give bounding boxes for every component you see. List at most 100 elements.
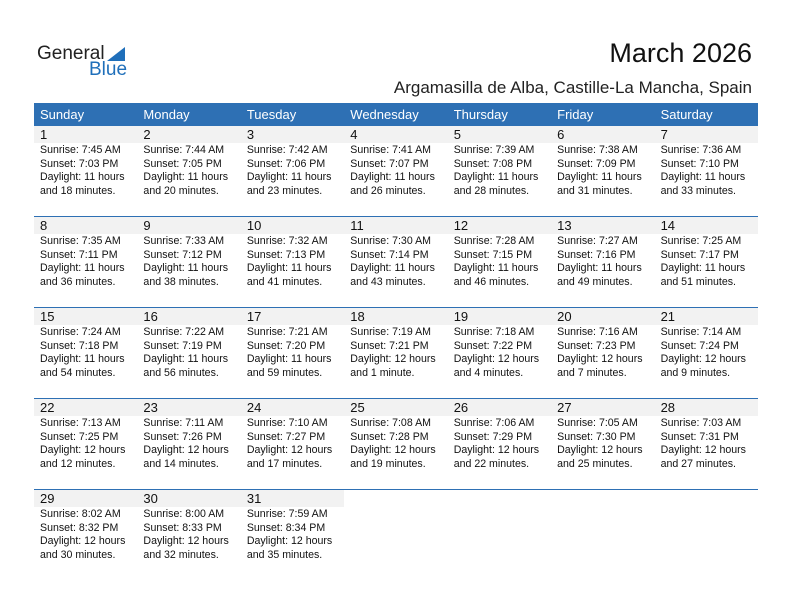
daylight2-text: and 59 minutes.	[246, 366, 323, 379]
day-number: 29	[34, 490, 138, 507]
weekday-saturday: Saturday	[660, 107, 713, 122]
daylight1-text: Daylight: 12 hours	[350, 353, 436, 365]
day-cell: 31 Sunrise: 7:59 AM Sunset: 8:34 PM Dayligh…	[240, 490, 345, 580]
day-cell: 1 Sunrise: 7:45 AM Sunset: 7:03 PM Daylight…	[34, 126, 138, 216]
empty-cell	[344, 490, 447, 580]
day-cell: 4 Sunrise: 7:41 AM Sunset: 7:07 PM Daylight…	[344, 126, 448, 216]
sunset-text: Sunset: 7:12 PM	[143, 248, 222, 261]
daylight2-text: and 27 minutes.	[660, 457, 736, 470]
sunrise-text: Sunrise: 7:19 AM	[350, 326, 431, 338]
sunrise-text: Sunrise: 7:59 AM	[246, 508, 328, 520]
day-number: 31	[240, 490, 345, 507]
day-cell: 9 Sunrise: 7:33 AM Sunset: 7:12 PM Daylight…	[137, 217, 241, 307]
day-number: 17	[240, 308, 345, 325]
day-number: 16	[137, 308, 241, 325]
day-cell: 13 Sunrise: 7:27 AM Sunset: 7:16 PM Dayligh…	[551, 217, 655, 307]
daylight2-text: and 32 minutes.	[143, 548, 219, 561]
daylight2-text: and 17 minutes.	[246, 457, 323, 470]
daylight2-text: and 26 minutes.	[350, 184, 426, 197]
sunset-text: Sunset: 8:34 PM	[246, 521, 326, 534]
weekday-header: Sunday Monday Tuesday Wednesday Thursday Frid…	[34, 103, 758, 126]
day-number: 23	[137, 399, 241, 416]
sunset-text: Sunset: 7:08 PM	[453, 157, 533, 170]
sunrise-text: Sunrise: 7:21 AM	[246, 326, 328, 338]
sunset-text: Sunset: 7:19 PM	[143, 339, 222, 352]
empty-cell	[655, 490, 758, 580]
sunset-text: Sunset: 7:10 PM	[660, 157, 739, 170]
sunrise-text: Sunrise: 7:11 AM	[143, 417, 224, 429]
weekday-friday: Friday	[557, 107, 594, 122]
sunrise-text: Sunrise: 7:13 AM	[40, 417, 121, 429]
day-cell: 27 Sunrise: 7:05 AM Sunset: 7:30 PM Dayligh…	[551, 399, 655, 489]
daylight1-text: Daylight: 12 hours	[557, 353, 643, 365]
sunrise-text: Sunrise: 7:24 AM	[40, 326, 121, 338]
daylight1-text: Daylight: 11 hours	[350, 171, 435, 183]
weekday-thursday: Thursday	[453, 107, 508, 122]
day-number: 25	[344, 399, 448, 416]
sunrise-text: Sunrise: 7:42 AM	[246, 144, 328, 156]
daylight1-text: Daylight: 11 hours	[660, 262, 746, 274]
sunset-text: Sunset: 8:33 PM	[143, 521, 222, 534]
logo-triangle-icon	[107, 47, 125, 61]
day-number: 3	[240, 126, 345, 143]
sunset-text: Sunset: 7:07 PM	[350, 157, 429, 170]
daylight2-text: and 56 minutes.	[143, 366, 219, 379]
day-number: 12	[447, 217, 552, 234]
daylight2-text: and 30 minutes.	[40, 548, 116, 561]
daylight2-text: and 12 minutes.	[40, 457, 116, 470]
daylight2-text: and 4 minutes.	[453, 366, 524, 379]
week-row: 29 Sunrise: 8:02 AM Sunset: 8:32 PM Dayligh…	[34, 489, 758, 580]
daylight2-text: and 9 minutes.	[660, 366, 731, 379]
sunset-text: Sunset: 8:32 PM	[40, 521, 119, 534]
sunset-text: Sunset: 7:22 PM	[453, 339, 533, 352]
daylight1-text: Daylight: 11 hours	[246, 171, 332, 183]
page-title: March 2026	[609, 38, 752, 68]
week-row: 8 Sunrise: 7:35 AM Sunset: 7:11 PM Daylight…	[34, 216, 758, 307]
daylight1-text: Daylight: 12 hours	[40, 535, 126, 547]
sunset-text: Sunset: 7:14 PM	[350, 248, 429, 261]
daylight1-text: Daylight: 11 hours	[557, 262, 642, 274]
day-cell: 18 Sunrise: 7:19 AM Sunset: 7:21 PM Dayligh…	[344, 308, 448, 398]
sunrise-text: Sunrise: 7:10 AM	[246, 417, 328, 429]
daylight1-text: Daylight: 12 hours	[453, 444, 540, 456]
sunrise-text: Sunrise: 7:35 AM	[40, 235, 121, 247]
daylight1-text: Daylight: 11 hours	[143, 353, 229, 365]
day-number: 7	[654, 126, 758, 143]
daylight2-text: and 20 minutes.	[143, 184, 219, 197]
sunrise-text: Sunrise: 7:16 AM	[557, 326, 638, 338]
daylight2-text: and 49 minutes.	[557, 275, 633, 288]
daylight1-text: Daylight: 11 hours	[350, 262, 435, 274]
weekday-monday: Monday	[143, 107, 190, 122]
daylight1-text: Daylight: 12 hours	[246, 444, 333, 456]
daylight2-text: and 38 minutes.	[143, 275, 219, 288]
daylight1-text: Daylight: 11 hours	[453, 262, 539, 274]
day-cell: 26 Sunrise: 7:06 AM Sunset: 7:29 PM Dayligh…	[447, 399, 552, 489]
sunrise-text: Sunrise: 7:45 AM	[40, 144, 121, 156]
sunset-text: Sunset: 7:29 PM	[453, 430, 533, 443]
daylight1-text: Daylight: 11 hours	[246, 262, 332, 274]
day-number: 6	[551, 126, 655, 143]
daylight2-text: and 31 minutes.	[557, 184, 633, 197]
daylight1-text: Daylight: 11 hours	[453, 171, 539, 183]
weekday-sunday: Sunday	[40, 107, 85, 122]
day-cell: 23 Sunrise: 7:11 AM Sunset: 7:26 PM Dayligh…	[137, 399, 241, 489]
daylight1-text: Daylight: 11 hours	[40, 171, 125, 183]
sunset-text: Sunset: 7:06 PM	[246, 157, 326, 170]
day-number: 28	[654, 399, 758, 416]
daylight1-text: Daylight: 12 hours	[40, 444, 126, 456]
daylight1-text: Daylight: 12 hours	[246, 535, 333, 547]
daylight1-text: Daylight: 11 hours	[143, 262, 229, 274]
day-number: 19	[447, 308, 552, 325]
day-number: 1	[34, 126, 138, 143]
sunrise-text: Sunrise: 7:25 AM	[660, 235, 742, 247]
sunset-text: Sunset: 7:18 PM	[40, 339, 119, 352]
sunset-text: Sunset: 7:03 PM	[40, 157, 119, 170]
daylight1-text: Daylight: 12 hours	[143, 444, 229, 456]
daylight1-text: Daylight: 12 hours	[557, 444, 643, 456]
sunrise-text: Sunrise: 7:44 AM	[143, 144, 225, 156]
sunrise-text: Sunrise: 7:33 AM	[143, 235, 225, 247]
sunrise-text: Sunrise: 7:06 AM	[453, 417, 535, 429]
sunset-text: Sunset: 7:23 PM	[557, 339, 636, 352]
day-cell: 6 Sunrise: 7:38 AM Sunset: 7:09 PM Daylight…	[551, 126, 655, 216]
day-number: 24	[240, 399, 345, 416]
